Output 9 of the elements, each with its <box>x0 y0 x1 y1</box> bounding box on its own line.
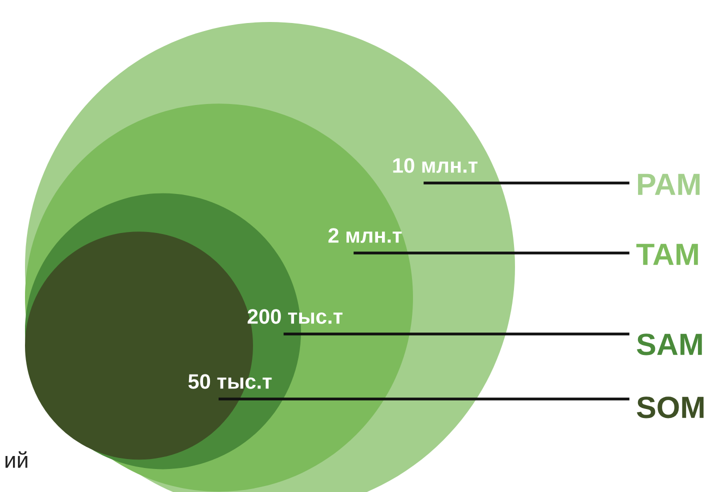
category-label: SOM <box>636 396 704 418</box>
category-label: SAM <box>636 334 702 356</box>
data-label: 200 тыс.т <box>248 309 342 324</box>
data-label: 50 тыс.т <box>188 374 272 389</box>
data-label: 10 млн.т <box>393 158 478 173</box>
category-label: PAM <box>638 174 700 195</box>
data-label: 2 млн.т <box>328 228 402 243</box>
text: ий <box>6 451 28 468</box>
category-label: TAM <box>636 244 698 265</box>
